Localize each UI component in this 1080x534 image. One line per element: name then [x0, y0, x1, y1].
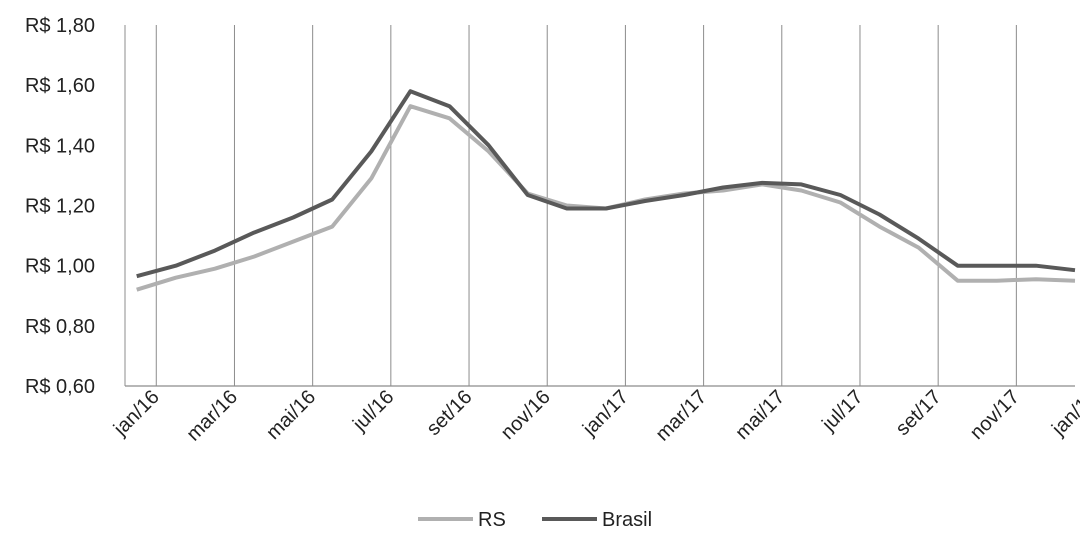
legend-label-rs: RS	[478, 509, 506, 531]
y-tick-label: R$ 1,20	[25, 196, 95, 218]
y-tick-label: R$ 0,60	[25, 376, 95, 398]
y-tick-label: R$ 1,80	[25, 15, 95, 37]
x-tick-label: jul/16	[348, 386, 398, 436]
x-tick-label: jan/17	[578, 386, 633, 441]
x-tick-label: jan/18	[1047, 386, 1080, 441]
y-tick-label: R$ 1,40	[25, 135, 95, 157]
x-tick-label: jul/17	[817, 386, 867, 436]
x-tick-label: nov/16	[497, 386, 555, 444]
x-tick-label: mar/16	[182, 386, 242, 446]
y-tick-label: R$ 0,80	[25, 316, 95, 338]
series-lines	[136, 89, 1076, 292]
x-tick-label: nov/17	[966, 386, 1024, 444]
x-tick-label: jan/16	[109, 386, 164, 441]
y-axis-tick-labels: R$ 0,60 R$ 0,80 R$ 1,00 R$ 1,20 R$ 1,40 R$ 1,…	[25, 15, 95, 398]
series-line-brasil	[136, 89, 1076, 279]
x-tick-label: mar/17	[652, 386, 712, 446]
x-tick-label: set/17	[892, 386, 946, 440]
legend-label-brasil: Brasil	[602, 509, 652, 531]
x-tick-label: mai/17	[731, 386, 789, 444]
x-tick-label: mai/16	[262, 386, 320, 444]
legend: RS Brasil	[418, 509, 652, 531]
x-tick-label: set/16	[422, 386, 476, 440]
y-tick-label: R$ 1,60	[25, 75, 95, 97]
y-tick-label: R$ 1,00	[25, 256, 95, 278]
vertical-gridlines	[124, 25, 1017, 386]
x-axis-tick-labels: jan/16 mar/16 mai/16 jul/16 set/16 nov/16 jan/…	[109, 386, 1080, 446]
series-line-rs	[136, 104, 1076, 292]
